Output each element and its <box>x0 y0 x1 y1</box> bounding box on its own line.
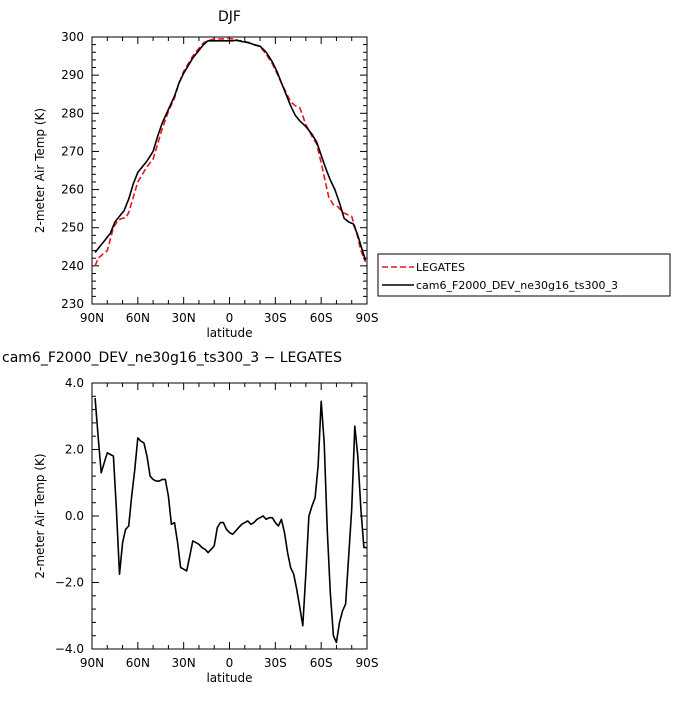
x-tick-label: 60S <box>310 656 333 670</box>
y-tick-label: 0.0 <box>65 509 84 523</box>
y-axis-label: 2-meter Air Temp (K) <box>33 108 47 233</box>
legend: LEGATES cam6_F2000_DEV_ne30g16_ts300_3 <box>377 253 671 297</box>
y-tick-label: 240 <box>61 259 84 273</box>
y-tick-label: 2.0 <box>65 443 84 457</box>
x-tick-label: 90N <box>80 656 104 670</box>
x-tick-label: 60N <box>126 311 150 325</box>
x-tick-label: 60S <box>310 311 333 325</box>
series-line-0 <box>94 397 367 644</box>
chart-title: DJF <box>218 9 241 25</box>
x-tick-label: 90S <box>356 311 379 325</box>
y-tick-label: 4.0 <box>65 376 84 390</box>
series-line-0 <box>94 37 367 267</box>
top-chart: DJF 230 240 250 260 270 280 290 300 90N 60N 30N 0 30S… <box>33 9 671 340</box>
y-tick-label: 230 <box>61 297 84 311</box>
bottom-chart: cam6_F2000_DEV_ne30g16_ts300_3 − LEGATES… <box>2 350 378 685</box>
y-axis-label: 2-meter Air Temp (K) <box>33 453 47 578</box>
y-tick-label: 250 <box>61 221 84 235</box>
x-tick-label: 90S <box>356 656 379 670</box>
x-tick-label: 30S <box>264 311 287 325</box>
legend-label-0: LEGATES <box>416 261 465 274</box>
x-tick-label: 0 <box>226 311 234 325</box>
x-tick-label: 30N <box>172 656 196 670</box>
plot-frame <box>91 382 368 650</box>
x-tick-label: 0 <box>226 656 234 670</box>
x-axis-label: latitude <box>206 326 252 340</box>
x-tick-label: 60N <box>126 656 150 670</box>
legend-box <box>377 253 671 297</box>
series-line-1 <box>94 39 367 261</box>
y-tick-label: 260 <box>61 183 84 197</box>
y-tick-label: 280 <box>61 106 84 120</box>
legend-label-1: cam6_F2000_DEV_ne30g16_ts300_3 <box>416 279 618 292</box>
y-tick-label: −4.0 <box>55 642 84 656</box>
chart-title: cam6_F2000_DEV_ne30g16_ts300_3 − LEGATES <box>2 350 342 366</box>
y-tick-label: −2.0 <box>55 576 84 590</box>
x-tick-label: 90N <box>80 311 104 325</box>
y-tick-label: 290 <box>61 68 84 82</box>
y-tick-label: 270 <box>61 144 84 158</box>
x-axis-label: latitude <box>206 671 252 685</box>
x-tick-label: 30S <box>264 656 287 670</box>
x-tick-label: 30N <box>172 311 196 325</box>
y-tick-label: 300 <box>61 30 84 44</box>
